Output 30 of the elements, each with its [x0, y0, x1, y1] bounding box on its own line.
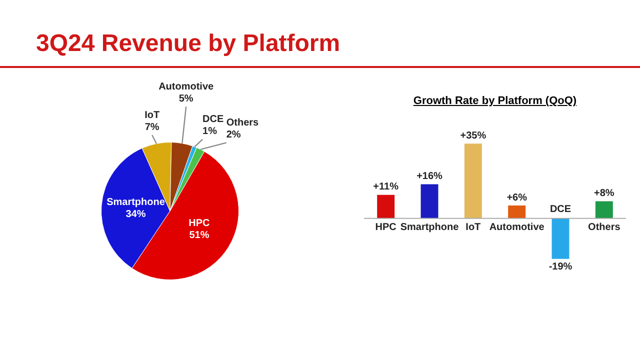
- x-tick-label: IoT: [466, 222, 481, 234]
- data-label: 7%: [144, 122, 160, 133]
- x-tick-label: Automotive: [489, 222, 545, 234]
- slice-label: IoT: [144, 110, 160, 121]
- data-label: +6%: [506, 192, 528, 204]
- data-label: 1%: [202, 126, 218, 138]
- bar: [552, 218, 570, 259]
- data-label: 5%: [178, 93, 194, 104]
- bar: [595, 201, 613, 218]
- slice-label: Others: [226, 117, 260, 128]
- data-label: -19%: [548, 262, 572, 273]
- data-label: +11%: [373, 182, 399, 193]
- slice-label: Automotive: [158, 81, 214, 92]
- x-tick-label: Smartphone: [400, 222, 460, 234]
- chart-title: 3Q24 Revenue by Platform: [36, 30, 340, 58]
- slice-label: Smartphone: [106, 196, 166, 208]
- x-tick-label: HPC: [375, 222, 396, 234]
- data-label: 34%: [126, 208, 146, 220]
- x-tick-label: Others: [588, 222, 621, 234]
- slice-label: DCE: [202, 114, 224, 126]
- bar: [377, 194, 395, 218]
- data-label: +35%: [460, 130, 486, 142]
- data-label: 2%: [226, 129, 241, 140]
- data-label: +8%: [594, 188, 614, 200]
- bar: [420, 184, 438, 218]
- bar: [508, 206, 526, 218]
- data-label: 51%: [189, 230, 210, 241]
- bar: [464, 144, 482, 218]
- chart-title: Growth Rate by Platform (QoQ): [412, 95, 578, 107]
- data-label: +16%: [416, 170, 443, 182]
